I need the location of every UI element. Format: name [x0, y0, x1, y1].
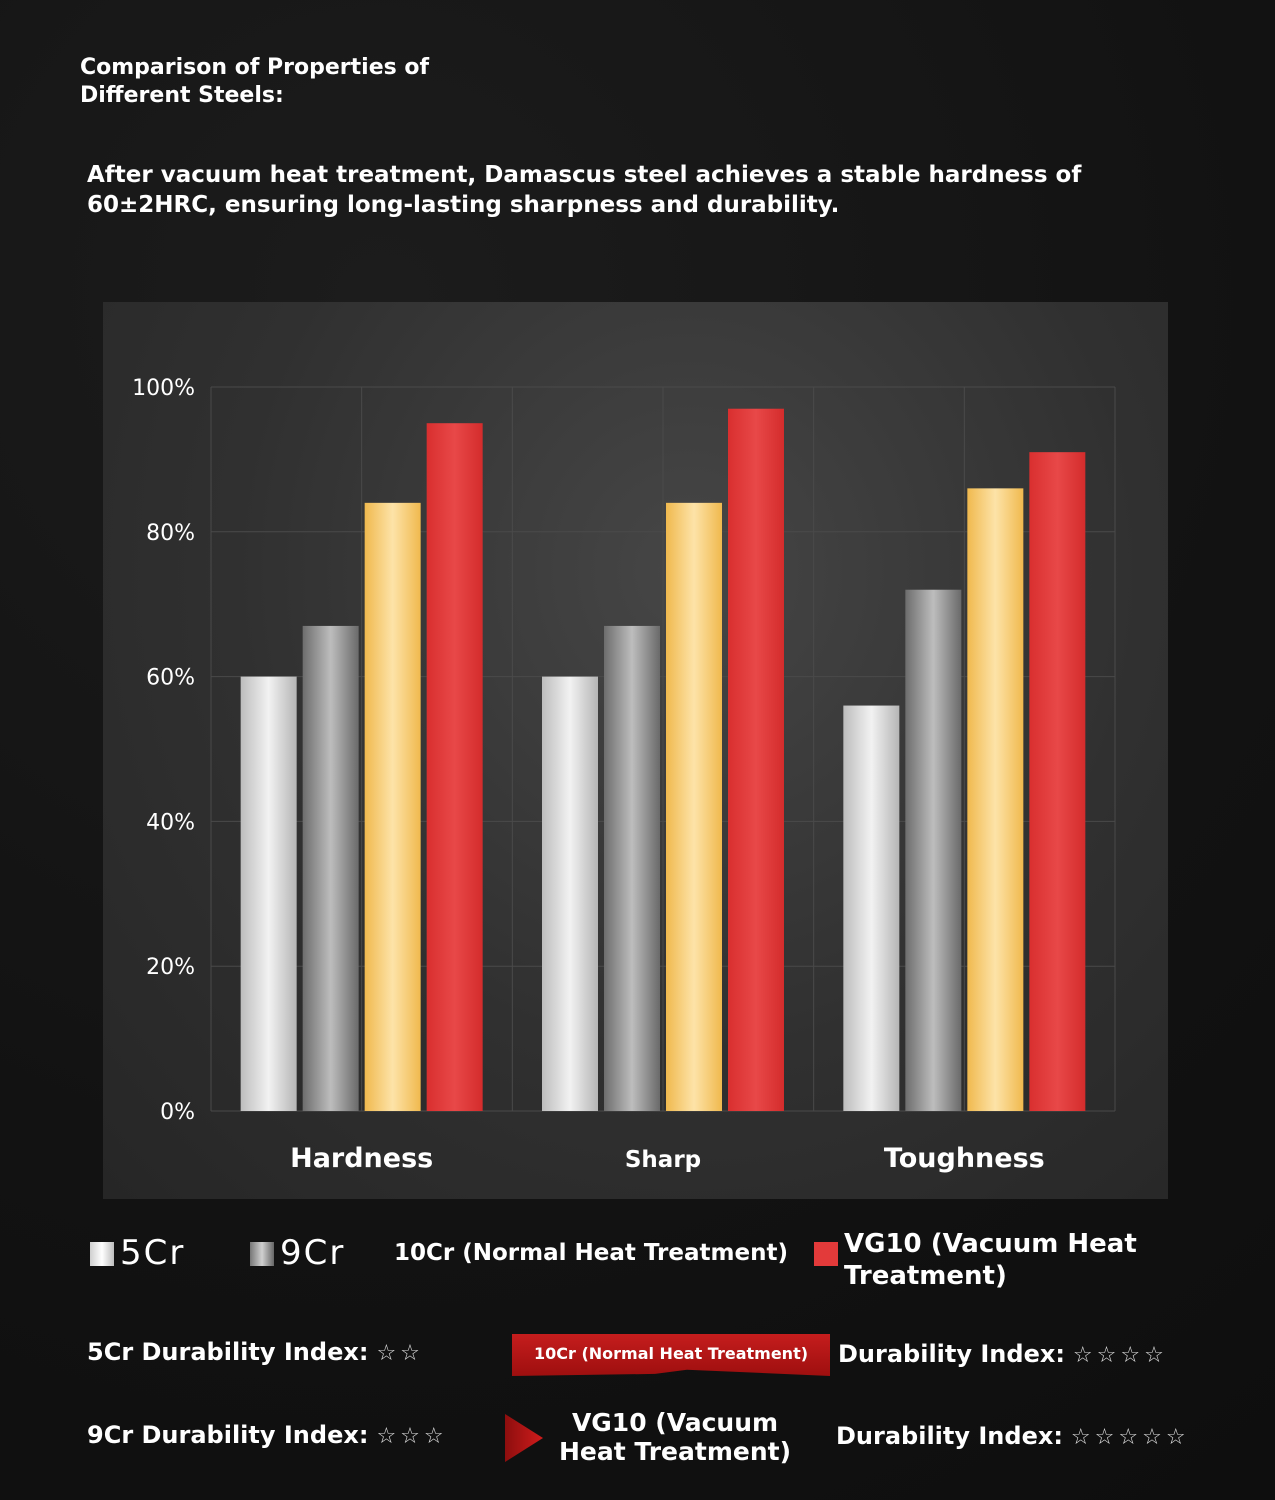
- bar-chart: 0% 20% 40% 60% 80% 100% Hardness Sharp Toughnes…: [132, 376, 1116, 1174]
- category-label: Sharp: [625, 1147, 701, 1173]
- y-tick-label: 80%: [146, 521, 195, 546]
- bar-10cr-hardness: [364, 502, 421, 1112]
- star-icon: ☆☆☆☆: [1072, 1343, 1168, 1368]
- bar-5cr-toughness: [843, 705, 900, 1111]
- chart-panel: 0% 20% 40% 60% 80% 100% Hardness Sharp Toughnes…: [103, 302, 1168, 1199]
- legend-label-vg10: VG10 (Vacuum Heat Treatment): [844, 1229, 1137, 1291]
- durability-vg10-label: Durability Index:: [836, 1422, 1063, 1450]
- legend-swatch-5cr: [90, 1242, 114, 1266]
- category-label: Hardness: [290, 1143, 433, 1174]
- page-heading: Comparison of Properties of Different St…: [80, 55, 430, 108]
- bar-vg10-hardness: [426, 423, 483, 1111]
- durability-vg10: Durability Index: ☆☆☆☆☆: [836, 1422, 1190, 1450]
- bar-9cr-hardness: [302, 625, 359, 1111]
- bar-10cr-sharp: [666, 502, 722, 1112]
- y-tick-label: 20%: [146, 955, 195, 980]
- legend-swatch-9cr: [250, 1242, 274, 1266]
- bar-9cr-sharp: [604, 625, 660, 1111]
- banner-10cr: 10Cr (Normal Heat Treatment): [512, 1334, 830, 1376]
- y-tick-label: 40%: [146, 810, 195, 835]
- y-tick-label: 100%: [132, 376, 195, 401]
- bar-vg10-toughness: [1029, 452, 1086, 1111]
- durability-9cr-label: 9Cr Durability Index:: [87, 1421, 369, 1449]
- star-icon: ☆☆☆☆☆: [1070, 1425, 1190, 1450]
- bar-9cr-toughness: [905, 589, 962, 1111]
- bar-10cr-toughness: [967, 488, 1024, 1111]
- star-icon: ☆☆: [376, 1341, 424, 1366]
- bar-vg10-sharp: [728, 408, 784, 1112]
- legend-label-10cr: 10Cr (Normal Heat Treatment): [394, 1240, 788, 1266]
- legend-label-9cr: 9Cr: [280, 1233, 346, 1273]
- bar-5cr-hardness: [240, 676, 297, 1111]
- bar-5cr-sharp: [542, 676, 598, 1111]
- star-icon: ☆☆☆: [376, 1424, 448, 1449]
- vg10-name-label: VG10 (Vacuum Heat Treatment): [559, 1408, 791, 1466]
- y-tick-label: 60%: [146, 666, 195, 691]
- category-label: Toughness: [884, 1143, 1045, 1174]
- legend-item-10cr: 10Cr (Normal Heat Treatment): [394, 1228, 788, 1278]
- flag-icon: [505, 1414, 543, 1462]
- durability-9cr: 9Cr Durability Index: ☆☆☆: [87, 1421, 448, 1449]
- legend-item-vg10: VG10 (Vacuum Heat Treatment): [814, 1228, 1164, 1292]
- intro-text: After vacuum heat treatment, Damascus st…: [87, 162, 1082, 218]
- legend-item-5cr: 5Cr: [90, 1228, 185, 1278]
- durability-10cr-label: Durability Index:: [838, 1340, 1065, 1368]
- y-tick-label: 0%: [160, 1100, 195, 1125]
- durability-5cr-label: 5Cr Durability Index:: [87, 1338, 369, 1366]
- durability-10cr: Durability Index: ☆☆☆☆: [838, 1340, 1168, 1368]
- legend-swatch-vg10: [814, 1242, 838, 1266]
- legend-item-9cr: 9Cr: [250, 1228, 345, 1278]
- legend-label-5cr: 5Cr: [120, 1233, 186, 1273]
- chart-legend: 5Cr 9Cr 10Cr (Normal Heat Treatment) VG1…: [0, 1228, 1275, 1298]
- durability-5cr: 5Cr Durability Index: ☆☆: [87, 1338, 424, 1366]
